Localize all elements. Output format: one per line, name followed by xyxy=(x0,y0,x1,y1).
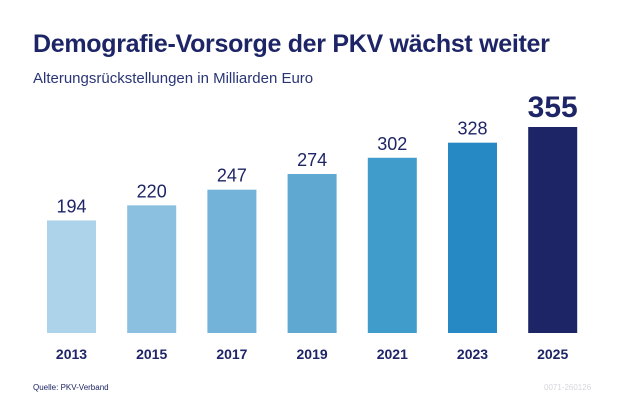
x-tick-label: 2015 xyxy=(136,346,167,362)
data-label: 220 xyxy=(137,181,167,201)
x-tick-label: 2025 xyxy=(537,346,568,362)
x-tick-label: 2019 xyxy=(297,346,328,362)
bar-2013 xyxy=(47,220,96,333)
x-tick-label: 2017 xyxy=(216,346,247,362)
data-label: 274 xyxy=(297,150,327,170)
data-label: 302 xyxy=(377,134,407,154)
data-label: 247 xyxy=(217,166,247,186)
bar-2017 xyxy=(207,189,257,333)
chart-subtitle: Alterungsrückstellungen in Milliarden Eu… xyxy=(33,70,314,87)
source-note: Quelle: PKV-Verband xyxy=(33,383,109,392)
data-label: 355 xyxy=(528,91,578,124)
x-tick-label: 2021 xyxy=(377,346,408,362)
chart-title: Demografie-Vorsorge der PKV wächst weite… xyxy=(33,30,550,58)
bar-2019 xyxy=(287,174,337,333)
bar-2023 xyxy=(448,142,497,333)
x-tick-label: 2013 xyxy=(56,346,87,362)
data-label: 328 xyxy=(457,119,487,139)
x-tick-label: 2023 xyxy=(457,346,488,362)
bar-2015 xyxy=(127,205,177,333)
bar-2025 xyxy=(528,127,578,333)
data-label: 194 xyxy=(56,196,86,216)
image-code: 0071-260126 xyxy=(544,383,592,392)
bar-2021 xyxy=(367,157,417,333)
